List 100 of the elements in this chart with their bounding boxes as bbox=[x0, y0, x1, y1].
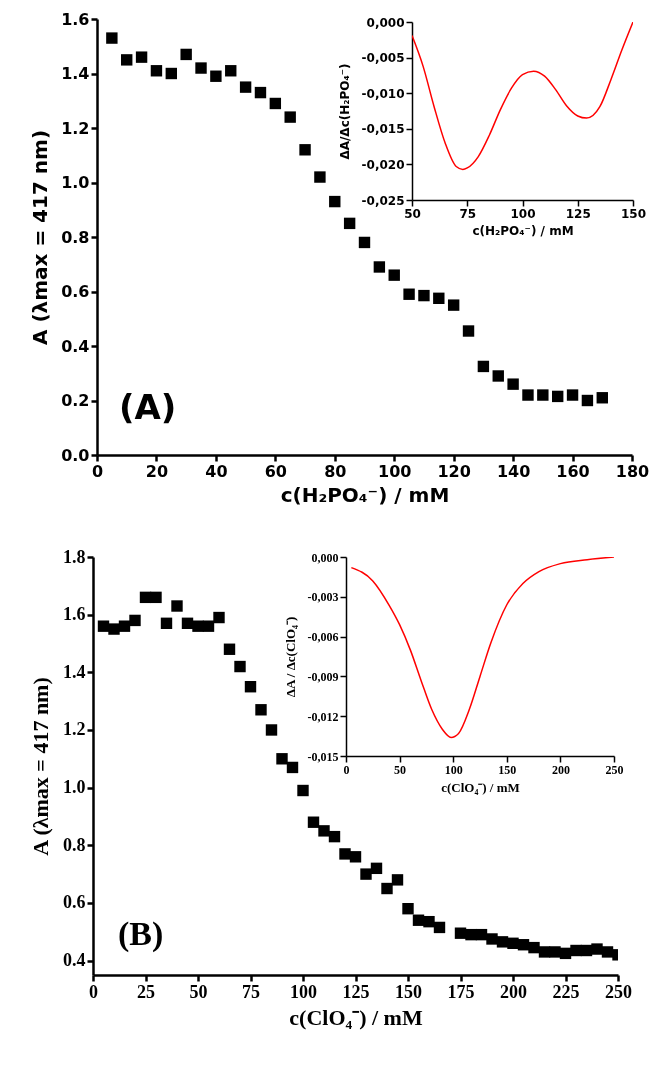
x-tick-label: 25 bbox=[137, 981, 155, 1002]
point bbox=[477, 360, 490, 373]
y-tick-label: 0.0 bbox=[61, 445, 90, 465]
y-tick-label: 0.6 bbox=[63, 892, 86, 913]
annotation: (A) bbox=[119, 387, 177, 427]
y-tick-label: -0,003 bbox=[307, 590, 339, 605]
y-axis-title: A (λmax = 417 nm) bbox=[28, 677, 53, 856]
point bbox=[297, 784, 309, 797]
point bbox=[135, 51, 148, 63]
point bbox=[492, 370, 504, 382]
point bbox=[433, 292, 445, 305]
point bbox=[549, 946, 561, 958]
point bbox=[328, 830, 341, 843]
y-tick-label: -0,020 bbox=[361, 157, 405, 172]
point bbox=[265, 724, 278, 736]
x-tick-label: 80 bbox=[324, 461, 347, 481]
point bbox=[239, 81, 252, 93]
point bbox=[339, 848, 351, 860]
x-tick-label: 50 bbox=[189, 981, 208, 1002]
point bbox=[507, 378, 519, 390]
point bbox=[402, 903, 414, 915]
point bbox=[381, 882, 393, 895]
y-tick-label: 1.0 bbox=[61, 173, 90, 192]
x-tick-label: 140 bbox=[496, 461, 531, 481]
x-tick-label: 40 bbox=[205, 461, 228, 481]
point bbox=[192, 620, 204, 632]
y-tick-label: 1.4 bbox=[63, 661, 86, 682]
x-tick-label: 150 bbox=[498, 762, 517, 777]
point bbox=[388, 269, 400, 281]
point bbox=[581, 394, 594, 407]
x-tick-label: 0 bbox=[343, 762, 350, 777]
x-tick-label: 0 bbox=[89, 981, 98, 1002]
y-tick-label: 1.6 bbox=[63, 604, 86, 625]
x-tick-label: 150 bbox=[620, 206, 647, 221]
point bbox=[591, 943, 603, 955]
point bbox=[307, 816, 320, 828]
x-tick-label: 250 bbox=[605, 981, 632, 1002]
x-tick-label: 175 bbox=[447, 981, 475, 1002]
x-tick-label: 60 bbox=[264, 461, 287, 481]
x-axis-title: c(H₂PO₄⁻) / mM bbox=[472, 223, 574, 238]
point bbox=[418, 289, 430, 302]
point bbox=[299, 144, 311, 156]
x-tick-label: 150 bbox=[395, 981, 422, 1002]
point bbox=[433, 921, 446, 934]
y-axis-title: A (λmax = 417 nm) bbox=[28, 129, 53, 346]
point bbox=[276, 753, 288, 765]
point bbox=[538, 946, 551, 958]
x-tick-label: 75 bbox=[459, 206, 477, 221]
point bbox=[225, 65, 237, 77]
point bbox=[486, 933, 498, 945]
x-tick-label: 160 bbox=[556, 461, 590, 481]
y-tick-label: -0,005 bbox=[361, 51, 405, 66]
point bbox=[213, 611, 225, 624]
y-tick-label: -0,009 bbox=[307, 669, 339, 684]
x-tick-label: 75 bbox=[242, 981, 260, 1002]
point bbox=[150, 591, 162, 604]
point bbox=[329, 195, 341, 208]
y-tick-label: -0,012 bbox=[307, 709, 339, 724]
point bbox=[106, 32, 118, 44]
point bbox=[108, 623, 120, 635]
y-tick-label: -0,025 bbox=[361, 193, 405, 208]
point bbox=[349, 851, 362, 863]
point bbox=[391, 874, 404, 886]
point bbox=[286, 761, 299, 774]
annotation: (B) bbox=[118, 915, 164, 953]
point bbox=[373, 261, 386, 273]
y-tick-label: 0.8 bbox=[63, 834, 86, 855]
y-tick-label: 0.8 bbox=[61, 227, 90, 247]
point bbox=[97, 620, 110, 632]
x-tick-label: 0 bbox=[91, 461, 104, 481]
x-tick-label: 225 bbox=[552, 981, 580, 1002]
x-axis-title: c(H₂PO₄⁻) / mM bbox=[280, 482, 450, 507]
point bbox=[507, 937, 519, 949]
point bbox=[566, 389, 579, 401]
point bbox=[465, 928, 477, 941]
x-tick-label: 100 bbox=[444, 762, 463, 777]
y-tick-label: 0.4 bbox=[63, 950, 86, 971]
point bbox=[165, 67, 178, 80]
point bbox=[496, 936, 509, 948]
x-tick-label: 200 bbox=[551, 762, 570, 777]
point bbox=[570, 944, 582, 957]
y-tick-label: -0,015 bbox=[361, 122, 405, 137]
point bbox=[180, 48, 192, 61]
point bbox=[210, 70, 222, 82]
point bbox=[202, 620, 215, 632]
point bbox=[314, 171, 326, 183]
y-tick-label: -0,015 bbox=[307, 749, 339, 764]
point bbox=[358, 236, 371, 249]
point bbox=[370, 862, 383, 875]
point bbox=[528, 941, 540, 954]
point bbox=[454, 927, 467, 939]
point bbox=[284, 111, 296, 123]
x-tick-label: 100 bbox=[510, 206, 536, 221]
point bbox=[343, 217, 356, 230]
y-tick-label: 1.0 bbox=[63, 777, 86, 798]
point bbox=[244, 681, 257, 693]
point bbox=[269, 97, 282, 110]
point bbox=[360, 868, 372, 880]
point bbox=[171, 600, 183, 612]
y-tick-label: 1.2 bbox=[61, 118, 90, 138]
